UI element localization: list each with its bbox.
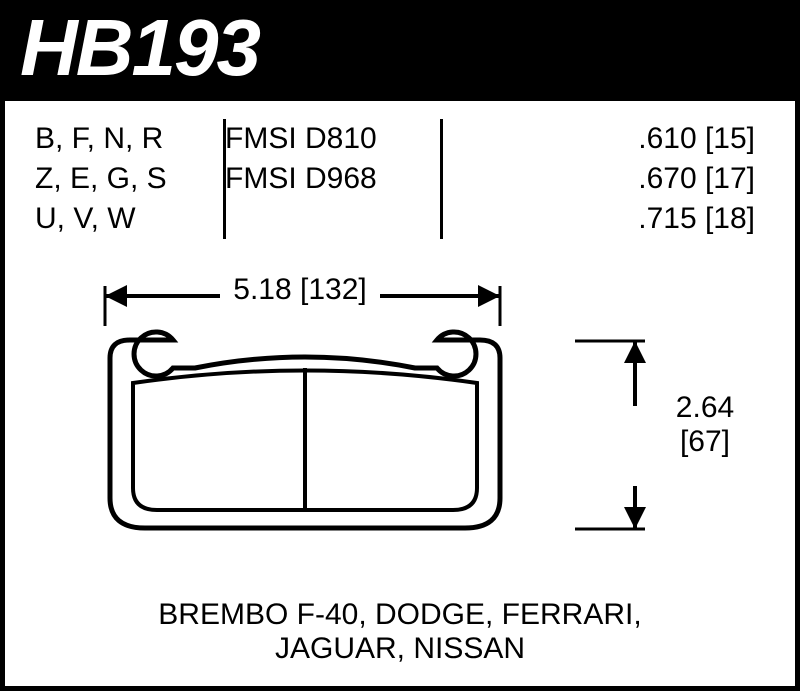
- width-mm: [132]: [300, 273, 367, 306]
- fmsi-line: FMSI D968: [225, 159, 440, 199]
- applications-label: BREMBO F-40, DODGE, FERRARI, JAGUAR, NIS…: [5, 598, 795, 666]
- brake-pad-outline: [65, 328, 625, 558]
- spec-panel: B, F, N, R Z, E, G, S U, V, W FMSI D810 …: [0, 96, 800, 691]
- thickness-line: .715 [18]: [440, 199, 755, 239]
- codes-column: B, F, N, R Z, E, G, S U, V, W: [35, 119, 225, 239]
- column-divider: [223, 119, 226, 239]
- spec-row: B, F, N, R Z, E, G, S U, V, W FMSI D810 …: [5, 101, 795, 239]
- height-dimension-label: 2.64 [67]: [645, 391, 765, 459]
- part-number-title: HB193: [20, 2, 259, 94]
- code-line: B, F, N, R: [35, 119, 225, 159]
- thickness-line: .610 [15]: [440, 119, 755, 159]
- code-line: Z, E, G, S: [35, 159, 225, 199]
- column-divider: [440, 119, 443, 239]
- thickness-column: .610 [15] .670 [17] .715 [18]: [440, 119, 765, 239]
- fmsi-column: FMSI D810 FMSI D968: [225, 119, 440, 239]
- applications-line: JAGUAR, NISSAN: [5, 632, 795, 666]
- applications-line: BREMBO F-40, DODGE, FERRARI,: [5, 598, 795, 632]
- height-mm: [67]: [645, 425, 765, 459]
- code-line: U, V, W: [35, 199, 225, 239]
- header-bar: HB193: [0, 0, 800, 96]
- diagram-area: 5.18 [132] 2.64 [67] BREMBO F-: [5, 256, 795, 686]
- thickness-line: .670 [17]: [440, 159, 755, 199]
- width-inches: 5.18: [233, 273, 291, 306]
- height-inches: 2.64: [645, 391, 765, 425]
- fmsi-line: FMSI D810: [225, 119, 440, 159]
